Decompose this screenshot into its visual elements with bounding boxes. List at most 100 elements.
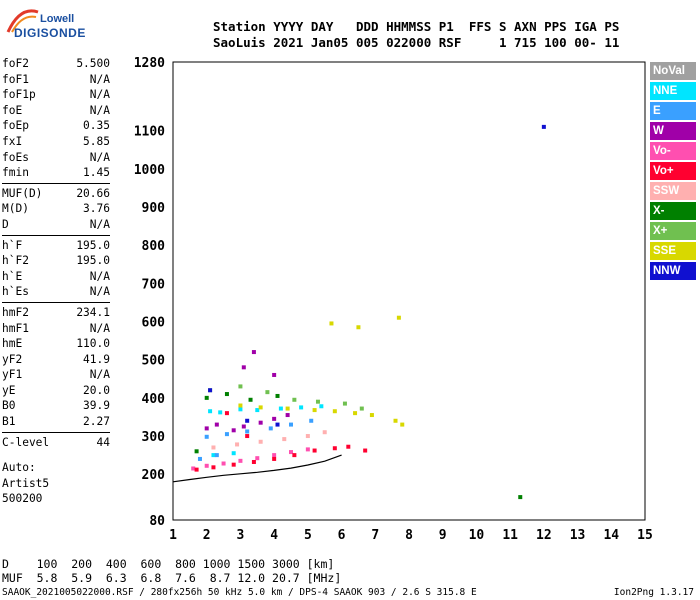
echo-point-vo [255,456,260,461]
param-name: MUF(D) [2,186,43,200]
echo-point-vo [346,444,351,449]
param-row: hmE 110.0 [2,336,110,352]
echo-point-vo [194,467,199,472]
param-row: yE 20.0 [2,383,110,399]
legend-item: SSE [650,242,696,260]
y-tick-label: 200 [142,468,166,483]
echo-point-nne [255,408,260,413]
param-value: 195.0 [76,238,110,252]
legend-item: E [650,102,696,120]
echo-point-e [245,429,250,434]
param-name: foE [2,103,23,117]
x-tick-label: 15 [637,528,653,543]
logo-text-lowell: Lowell [40,13,75,25]
param-row: B1 2.27 [2,414,110,430]
echo-point-sse [396,315,401,320]
echo-point-sse [238,403,243,408]
echo-point-nne [211,453,216,458]
param-value: 3.76 [83,202,110,216]
param-name: h`E [2,269,23,283]
legend-item: Vo+ [650,162,696,180]
param-separator [2,431,110,433]
echo-point-w [272,416,277,421]
echo-point-e [268,426,273,431]
param-name: foEs [2,150,29,164]
echo-point-x [359,406,364,411]
echo-point-sse [258,405,263,410]
param-name: C-level [2,435,50,449]
param-value: 2.27 [83,415,110,429]
echo-points [191,124,546,500]
param-row: h`F2 195.0 [2,253,110,269]
echo-point-x [204,395,209,400]
param-name: D [2,217,9,231]
scaled-parameters-panel: foF2 5.500 foF1 N/A foF1p N/A foE N/A foEp 0.35 fx… [2,56,110,507]
x-tick-label: 7 [371,528,379,543]
echo-point-nnw [245,418,250,423]
legend-item: NNW [650,262,696,280]
y-tick-label: 400 [142,392,166,407]
param-name: M(D) [2,202,29,216]
echo-point-nnw [541,124,546,129]
axes: 1 2 3 4 5 6 7 8 9 10 11 12 13 14 158020030040050060070… [134,56,653,543]
param-name: foF2 [2,57,29,70]
param-value: N/A [89,72,110,86]
param-value: 41.9 [83,352,110,366]
param-name: h`Es [2,285,29,299]
param-value: N/A [89,150,110,164]
echo-point-vo [272,456,277,461]
x-tick-label: 12 [536,528,552,543]
param-row: C-level 44 [2,435,110,451]
echo-point-sse [353,411,358,416]
echo-point-e [289,422,293,427]
param-name: foF1 [2,72,29,86]
echo-point-x [194,449,199,454]
param-value: 20.0 [83,383,110,397]
y-tick-label: 600 [142,316,166,331]
echo-point-nne [208,409,213,414]
echo-point-nnw [208,388,213,393]
echo-point-nne [231,451,236,456]
legend-item: NNE [650,82,696,100]
logo-text-digisonde: DIGISONDE [14,26,86,40]
param-row: yF2 41.9 [2,352,110,368]
param-value: 110.0 [76,337,110,351]
echo-point-x [248,397,253,402]
echo-point-vo [251,459,256,464]
echo-point-vo [272,453,277,458]
echo-point-vo [292,453,297,458]
x-tick-label: 9 [439,528,447,543]
echo-point-vo [332,446,337,451]
y-tick-label: 700 [142,277,166,292]
x-tick-label: 1 [169,528,177,543]
param-separator [2,182,110,184]
echo-point-vo [305,447,310,452]
param-name: h`F [2,238,23,252]
auto-artist: Artist5 [2,476,50,490]
param-name: B0 [2,399,16,413]
param-row: fmin 1.45 [2,165,110,181]
echo-point-vo [363,448,368,453]
auto-label: Auto: [2,461,36,475]
param-value: 20.66 [76,186,110,200]
logo-mark [6,9,39,33]
param-row: fxI 5.85 [2,134,110,150]
echo-point-vo [238,458,243,463]
param-name: foF1p [2,88,36,102]
y-tick-label: 300 [142,430,166,445]
y-tick-label: 900 [142,201,166,216]
param-row: h`F 195.0 [2,238,110,254]
echo-point-x [275,393,280,398]
echo-point-vo [221,461,226,466]
param-value: N/A [89,88,110,102]
lowell-digisonde-logo: Lowell DIGISONDE [2,2,85,42]
echo-point-e [309,418,314,423]
param-row: D N/A [2,217,110,233]
echo-point-e [204,434,209,439]
param-name: fmin [2,166,29,180]
param-name: hmE [2,337,23,351]
echo-point-ssw [282,437,287,442]
param-value: 0.35 [83,119,110,133]
param-separator [2,301,110,303]
echo-point-e [224,432,229,437]
